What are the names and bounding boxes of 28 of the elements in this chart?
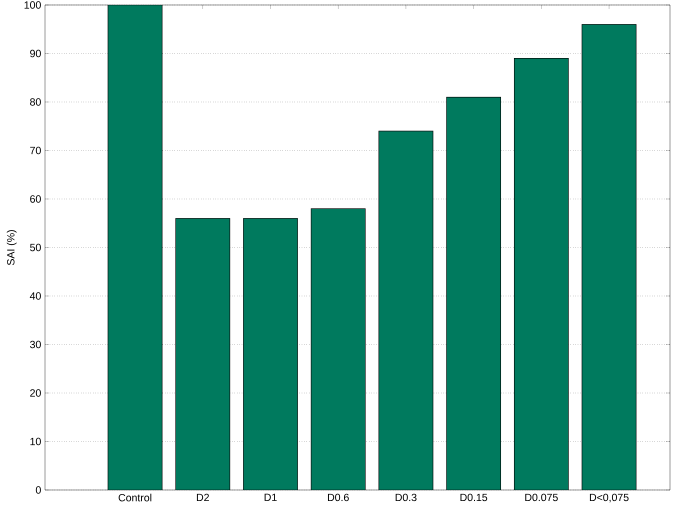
y-tick-label: 70 <box>30 146 41 154</box>
x-tick-label: D2 <box>196 494 209 502</box>
bar <box>378 131 434 490</box>
y-axis-title: SAI (%) <box>6 230 17 266</box>
y-tick-label: 10 <box>30 438 41 446</box>
y-tick-label: 20 <box>30 389 41 397</box>
bar <box>176 218 230 490</box>
x-tick-label: D0.3 <box>396 494 417 502</box>
bar <box>108 5 162 490</box>
y-tick-label: 60 <box>30 195 41 203</box>
x-tick-label: D0.6 <box>328 494 349 502</box>
x-tick-label: D1 <box>264 494 277 501</box>
x-tick-label: Control <box>118 494 152 502</box>
bar <box>582 24 636 490</box>
x-tick-label: D<0,075 <box>590 494 629 502</box>
y-tick-label: 90 <box>30 50 41 58</box>
y-tick-label: 50 <box>30 244 41 252</box>
y-tick-label: 0 <box>36 486 41 494</box>
y-tick-label: 40 <box>30 292 41 300</box>
bar <box>243 218 298 490</box>
y-tick-label: 80 <box>30 98 41 106</box>
bar <box>514 58 568 490</box>
y-tick-label: 30 <box>30 340 41 348</box>
bar <box>446 97 501 490</box>
bar <box>311 208 366 490</box>
y-tick-label: 100 <box>24 1 41 9</box>
x-tick-label: D0.15 <box>460 494 488 502</box>
x-tick-label: D0.075 <box>525 494 558 502</box>
